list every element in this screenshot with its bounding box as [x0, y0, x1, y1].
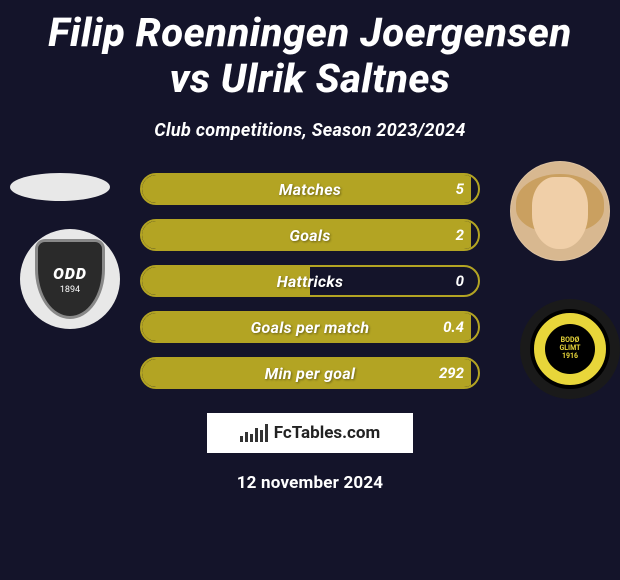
stat-label: Goals: [142, 226, 478, 245]
avatar-face-shape: [532, 177, 588, 249]
comparison-panel: ODD 1894 BODØ GLIMT 1916 Matches5 Goals2 H…: [0, 173, 620, 389]
stat-row: Goals per match0.4: [140, 311, 480, 343]
stat-row: Goals2: [140, 219, 480, 251]
player-left-photo: [10, 173, 110, 201]
stat-value: 0: [456, 272, 464, 290]
stat-value: 0.4: [443, 318, 464, 336]
club-left-name: ODD: [53, 264, 87, 283]
player-right-photo: [510, 161, 610, 261]
stats-list: Matches5Goals2Hattricks0Goals per match0…: [140, 173, 480, 389]
stat-label: Min per goal: [142, 364, 478, 383]
club-left-year: 1894: [60, 285, 80, 295]
club-right-badge: BODØ GLIMT 1916: [520, 299, 620, 399]
stat-label: Matches: [142, 180, 478, 199]
club-right-year: 1916: [562, 353, 578, 361]
shield-icon: ODD 1894: [35, 239, 105, 319]
brand-badge: FcTables.com: [207, 413, 413, 453]
stat-label: Hattricks: [142, 272, 478, 291]
stat-value: 5: [456, 180, 464, 198]
club-left-badge: ODD 1894: [20, 229, 120, 329]
stat-value: 292: [439, 364, 464, 382]
page-title: Filip Roenningen Joergensen vs Ulrik Sal…: [0, 0, 620, 102]
badge-inner: BODØ GLIMT 1916: [545, 324, 595, 374]
chart-icon: [240, 424, 268, 442]
stat-label: Goals per match: [142, 318, 478, 337]
stat-row: Hattricks0: [140, 265, 480, 297]
badge-icon: BODØ GLIMT 1916: [530, 309, 610, 389]
stat-row: Min per goal292: [140, 357, 480, 389]
brand-text: FcTables.com: [274, 423, 380, 443]
stat-value: 2: [456, 226, 464, 244]
date-label: 12 november 2024: [0, 473, 620, 493]
stat-row: Matches5: [140, 173, 480, 205]
subtitle: Club competitions, Season 2023/2024: [0, 120, 620, 141]
